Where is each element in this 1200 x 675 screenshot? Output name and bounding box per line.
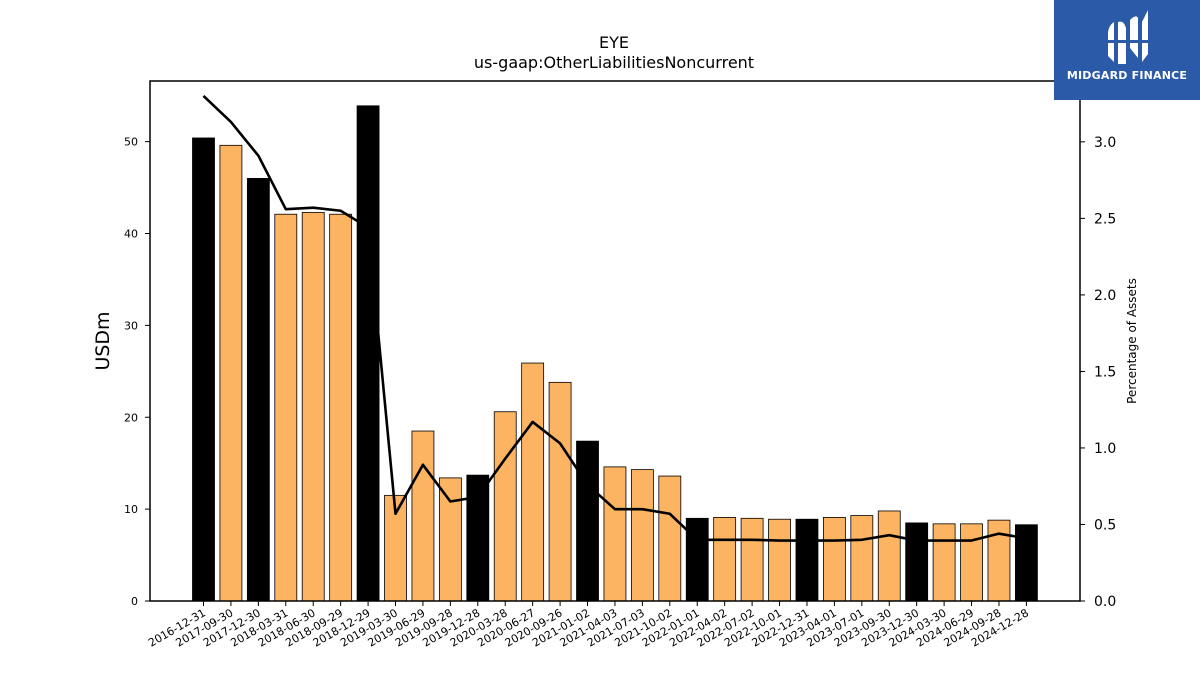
bar-quarterly — [850, 515, 874, 602]
bar-quarterly — [219, 144, 243, 602]
y2-tick-label: 1.5 — [1094, 364, 1116, 380]
bar-quarterly — [987, 519, 1011, 602]
y-tick-label: 0 — [131, 595, 138, 608]
bar-quarterly — [768, 518, 791, 602]
bar-annual — [905, 522, 929, 602]
brand-logo: MIDGARD FINANCE — [1054, 0, 1200, 100]
percentage-line-layer — [202, 95, 1027, 542]
chart-title: EYE — [599, 33, 629, 52]
bar-quarterly — [932, 523, 956, 602]
y-axis-label: USDm — [92, 311, 114, 370]
bar-quarterly — [960, 523, 983, 602]
bar-quarterly — [274, 213, 298, 602]
bar-quarterly — [877, 510, 901, 602]
bar-annual — [356, 105, 380, 602]
bar-quarterly — [301, 211, 325, 602]
y2-tick-label: 1.0 — [1094, 441, 1116, 457]
y-tick-label: 30 — [124, 319, 138, 332]
y-tick-label: 10 — [124, 503, 138, 516]
y2-tick-label: 2.5 — [1094, 211, 1116, 227]
bar-quarterly — [411, 430, 435, 602]
bar-quarterly — [548, 381, 572, 602]
y2-tick-label: 0.0 — [1094, 594, 1116, 610]
percentage-line — [202, 95, 1027, 542]
bar-annual — [192, 137, 215, 602]
bar-quarterly — [630, 469, 654, 602]
bar-annual — [466, 474, 490, 602]
bar-quarterly — [521, 362, 545, 602]
y2-tick-label: 2.0 — [1094, 288, 1116, 304]
bar-quarterly — [438, 477, 462, 602]
midgard-logo-icon — [1106, 10, 1152, 65]
bar-annual — [795, 518, 819, 602]
y-axis-left: 0 10 20 30 40 50 — [124, 136, 150, 608]
y-tick-label: 20 — [124, 411, 138, 424]
bar-quarterly — [713, 517, 737, 602]
y-tick-label: 40 — [124, 228, 138, 241]
y2-tick-label: 3.0 — [1094, 135, 1116, 151]
bar-quarterly — [658, 475, 682, 602]
bar-quarterly — [822, 517, 846, 602]
y2-tick-label: 0.5 — [1094, 517, 1116, 533]
bar-annual — [576, 440, 599, 602]
bars — [192, 105, 1038, 602]
y-tick-label: 50 — [124, 136, 138, 149]
brand-name: MIDGARD FINANCE — [1066, 69, 1188, 82]
bar-quarterly — [740, 517, 764, 602]
y2-axis-label: Percentage of Assets — [1125, 278, 1139, 404]
bar-quarterly — [493, 411, 517, 602]
bar-quarterly — [603, 466, 627, 602]
y-axis-right: 0.0 0.5 1.0 1.5 2.0 2.5 3.0 — [1080, 135, 1116, 610]
chart-subtitle: us-gaap:OtherLiabilitiesNoncurrent — [474, 53, 754, 72]
x-axis: 2016-12-312017-09-302017-12-302018-03-31… — [146, 601, 1031, 650]
bar-quarterly — [329, 213, 353, 602]
bar-annual — [246, 177, 270, 602]
